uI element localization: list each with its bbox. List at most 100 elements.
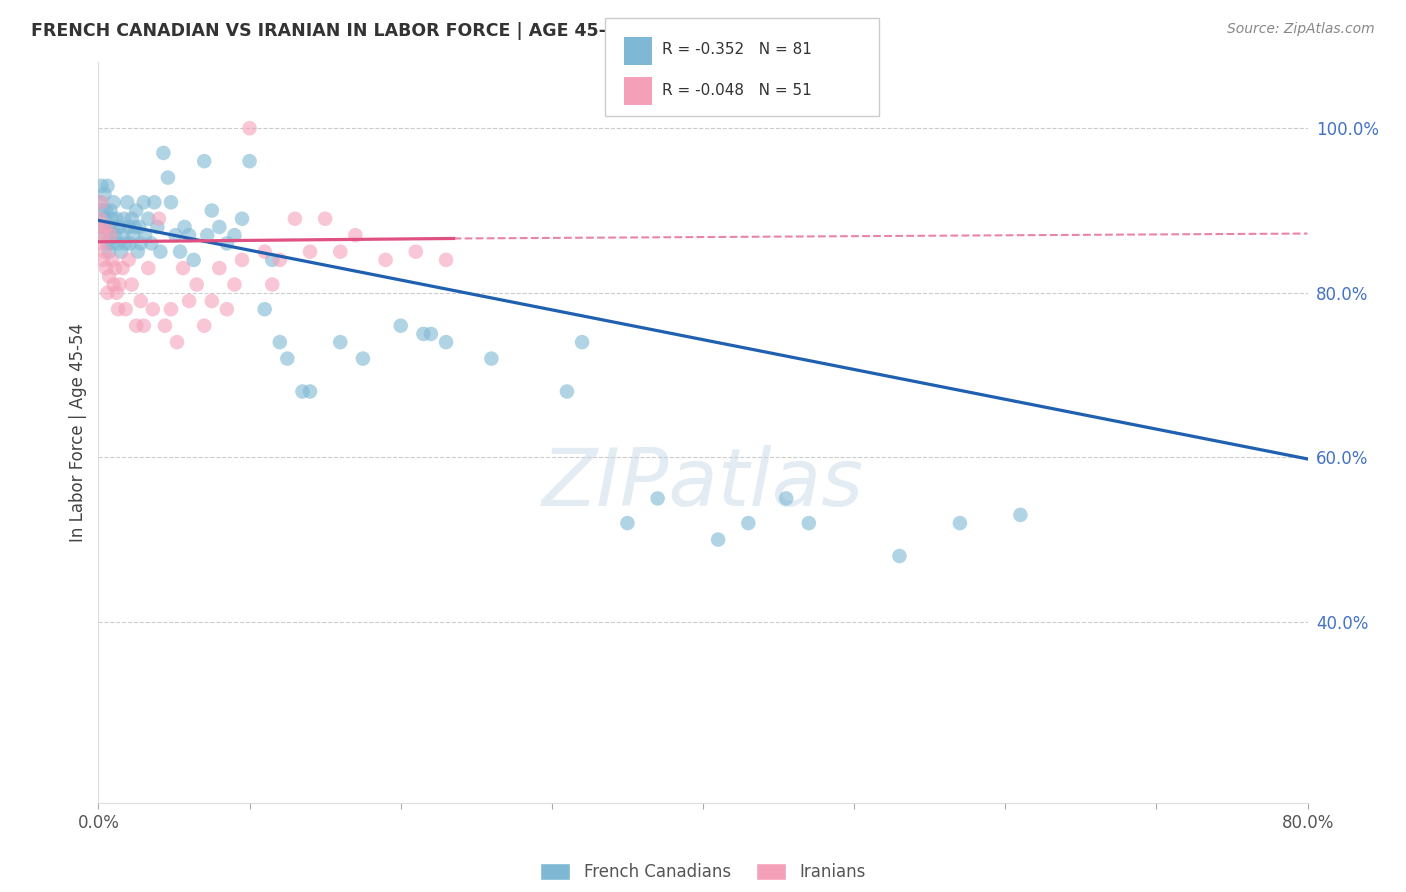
Point [121, 211, 143, 226]
Point [93, 187, 115, 202]
Point [103, 195, 125, 210]
Point [737, 516, 759, 530]
Point [136, 211, 159, 226]
Point [98, 244, 121, 259]
Point [122, 228, 145, 243]
Point [121, 277, 143, 292]
Point [647, 491, 669, 506]
Point [143, 195, 166, 210]
Point [125, 318, 148, 333]
Point [299, 384, 322, 399]
Point [215, 302, 238, 317]
Point [111, 261, 134, 276]
Point [128, 219, 150, 234]
Point [90, 178, 112, 193]
Point [276, 351, 298, 366]
Point [90, 219, 112, 234]
Point [89, 211, 111, 226]
Point [141, 236, 163, 251]
Point [314, 211, 336, 226]
Point [434, 252, 457, 267]
Point [146, 219, 169, 234]
Point [96, 285, 118, 300]
Point [389, 318, 412, 333]
Point [169, 244, 191, 259]
Point [405, 244, 427, 259]
Point [239, 121, 262, 136]
Point [420, 326, 443, 341]
Point [108, 277, 131, 292]
Point [195, 228, 218, 243]
Legend: French Canadians, Iranians: French Canadians, Iranians [534, 856, 872, 888]
Point [262, 252, 284, 267]
Point [160, 302, 183, 317]
Point [152, 145, 174, 160]
Point [193, 318, 215, 333]
Point [132, 195, 155, 210]
Text: R = -0.048   N = 51: R = -0.048 N = 51 [662, 83, 813, 97]
Point [90, 219, 112, 234]
Point [91, 203, 114, 218]
Point [1010, 508, 1032, 522]
Point [291, 384, 314, 399]
Point [89, 195, 111, 210]
Text: ZIPatlas: ZIPatlas [541, 445, 865, 524]
Point [101, 211, 124, 226]
Point [100, 228, 122, 243]
Point [148, 211, 170, 226]
Point [127, 244, 149, 259]
Point [374, 252, 396, 267]
Text: Source: ZipAtlas.com: Source: ZipAtlas.com [1227, 22, 1375, 37]
Point [193, 154, 215, 169]
Point [231, 211, 253, 226]
Point [344, 228, 367, 243]
Point [707, 533, 730, 547]
Point [114, 236, 136, 251]
Point [112, 211, 135, 226]
Point [201, 203, 224, 218]
Point [142, 302, 165, 317]
Point [352, 351, 374, 366]
Point [239, 154, 262, 169]
Point [173, 219, 195, 234]
Point [93, 244, 115, 259]
Point [125, 203, 148, 218]
Text: FRENCH CANADIAN VS IRANIAN IN LABOR FORCE | AGE 45-54 CORRELATION CHART: FRENCH CANADIAN VS IRANIAN IN LABOR FORC… [31, 22, 845, 40]
Point [107, 236, 129, 251]
Point [224, 277, 246, 292]
Point [96, 178, 118, 193]
Point [101, 252, 124, 267]
Point [165, 228, 187, 243]
Point [253, 302, 276, 317]
Point [134, 228, 156, 243]
Point [481, 351, 503, 366]
Point [101, 236, 124, 251]
Point [94, 219, 117, 234]
Point [179, 293, 201, 308]
Point [91, 228, 114, 243]
Point [115, 195, 138, 210]
Point [889, 549, 911, 563]
Point [104, 261, 127, 276]
Point [208, 219, 231, 234]
Point [111, 228, 134, 243]
Point [555, 384, 578, 399]
Point [329, 335, 352, 350]
Point [94, 203, 117, 218]
Point [201, 293, 224, 308]
Point [114, 302, 136, 317]
Point [98, 269, 121, 284]
Point [329, 244, 352, 259]
Point [284, 211, 307, 226]
Point [571, 335, 593, 350]
Point [108, 219, 131, 234]
Point [105, 285, 128, 300]
Text: R = -0.352   N = 81: R = -0.352 N = 81 [662, 43, 813, 57]
Point [94, 219, 117, 234]
Point [100, 203, 122, 218]
Point [434, 335, 457, 350]
Point [775, 491, 797, 506]
Point [299, 244, 322, 259]
Point [120, 236, 142, 251]
Point [118, 219, 141, 234]
